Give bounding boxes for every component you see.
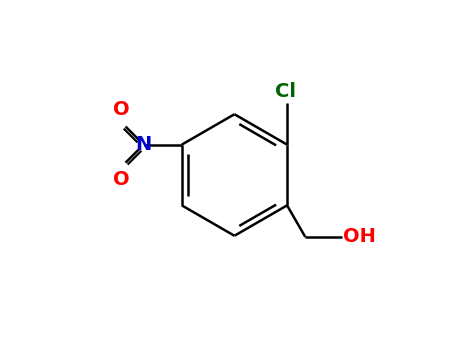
Text: N: N (136, 135, 152, 154)
Text: O: O (113, 170, 130, 189)
Text: O: O (113, 100, 130, 119)
Text: Cl: Cl (275, 82, 296, 101)
Text: OH: OH (344, 228, 376, 246)
